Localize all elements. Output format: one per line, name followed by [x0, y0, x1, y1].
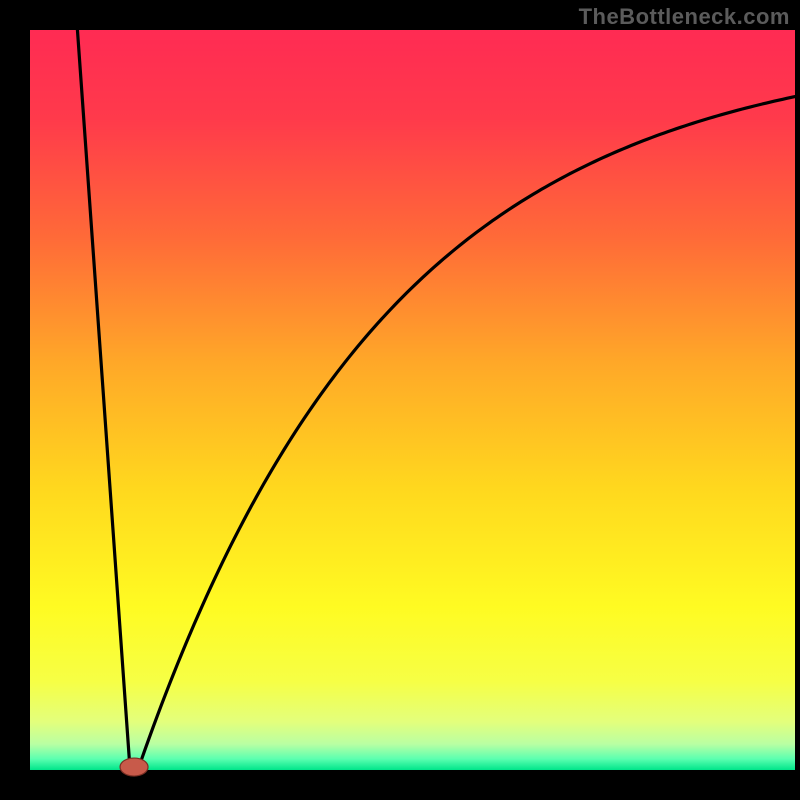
watermark-label: TheBottleneck.com — [579, 4, 790, 30]
chart-gradient-background — [30, 30, 795, 770]
optimal-point-marker — [120, 758, 148, 776]
chart-svg — [0, 0, 800, 800]
bottleneck-chart: TheBottleneck.com — [0, 0, 800, 800]
